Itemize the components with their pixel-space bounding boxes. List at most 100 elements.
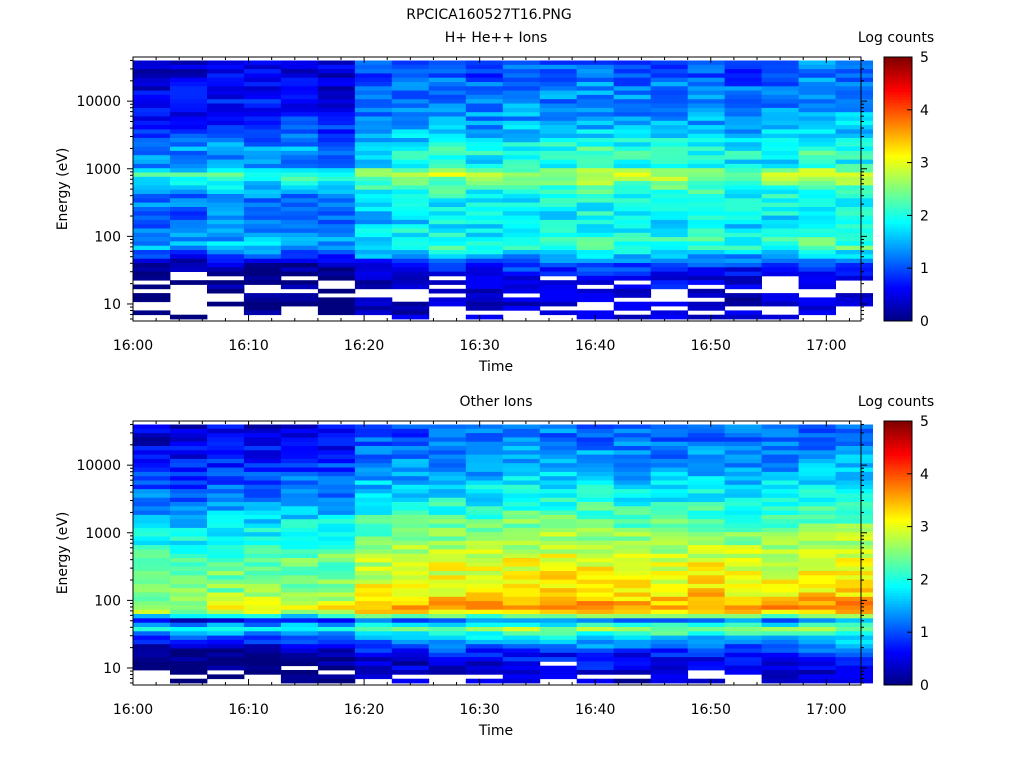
heatmap-cell — [687, 558, 726, 563]
colorbar-swatch — [884, 450, 912, 454]
heatmap-cell — [798, 510, 836, 516]
heatmap-cell — [280, 60, 319, 66]
heatmap-cell — [502, 536, 541, 542]
heatmap-cell — [354, 657, 393, 662]
heatmap-cell — [391, 609, 430, 615]
heatmap-cell — [133, 506, 171, 511]
heatmap-cell — [798, 310, 836, 316]
heatmap-cell — [502, 228, 541, 234]
heatmap-cell — [835, 463, 873, 468]
heatmap-cell — [835, 224, 873, 229]
heatmap-cell — [133, 579, 171, 585]
heatmap-cell — [761, 224, 799, 229]
heatmap-cell — [539, 181, 578, 186]
heatmap-cell — [687, 241, 726, 247]
heatmap-cell — [207, 467, 245, 473]
heatmap-cell — [502, 60, 541, 66]
heatmap-cell — [465, 471, 504, 477]
heatmap-cell — [761, 549, 799, 555]
heatmap-cell — [280, 215, 319, 221]
heatmap-cell — [465, 120, 504, 126]
heatmap-cell — [650, 471, 689, 477]
heatmap-cell — [502, 112, 541, 117]
heatmap-cell — [724, 467, 762, 473]
colorbar-swatch — [884, 299, 912, 304]
colorbar-swatch — [884, 669, 912, 673]
heatmap-cell — [576, 523, 615, 529]
heatmap-cell — [761, 99, 799, 104]
heatmap-cell — [539, 635, 578, 641]
heatmap-cell — [798, 250, 836, 255]
heatmap-cell — [502, 519, 541, 524]
heatmap-cell — [576, 82, 615, 87]
heatmap-cell — [207, 181, 245, 186]
heatmap-cell — [170, 670, 208, 675]
heatmap-cell — [798, 237, 836, 242]
heatmap-cell — [354, 450, 393, 455]
heatmap-cell — [613, 241, 652, 247]
heatmap-cell — [170, 601, 208, 606]
heatmap-cell — [502, 433, 541, 438]
heatmap-cell — [207, 146, 245, 152]
heatmap-cell — [798, 489, 836, 494]
heatmap-cell — [280, 163, 319, 169]
heatmap-cell — [724, 652, 762, 658]
heatmap-cell — [428, 172, 467, 178]
heatmap-cell — [280, 284, 319, 290]
heatmap-cell — [835, 493, 873, 499]
heatmap-cell — [170, 596, 208, 602]
heatmap-cell — [687, 566, 726, 572]
heatmap-cell — [650, 665, 689, 671]
heatmap-cell — [539, 293, 578, 298]
heatmap-cell — [687, 250, 726, 255]
heatmap-cell — [133, 631, 171, 636]
heatmap-cell — [317, 215, 356, 221]
heatmap-cell — [133, 433, 171, 438]
colorbar-swatch — [884, 202, 912, 206]
heatmap-cell — [428, 592, 467, 598]
heatmap-cell — [465, 678, 504, 684]
colorbar-swatch — [884, 508, 912, 512]
colorbar-swatch — [884, 59, 912, 63]
heatmap-cell — [650, 237, 689, 242]
colorbar-swatch — [884, 658, 912, 662]
heatmap-cell — [207, 112, 245, 117]
heatmap-cell — [391, 489, 430, 494]
heatmap-cell — [243, 437, 282, 443]
heatmap-cell — [243, 293, 282, 298]
colorbar-swatch — [884, 534, 912, 538]
colorbar-swatch — [884, 526, 912, 530]
heatmap-cell — [354, 155, 393, 160]
heatmap-cell — [724, 566, 762, 572]
heatmap-cell — [724, 523, 762, 529]
heatmap-cell — [539, 588, 578, 593]
heatmap-cell — [798, 467, 836, 473]
heatmap-cell — [428, 463, 467, 468]
heatmap-cell — [428, 99, 467, 104]
heatmap-cell — [207, 674, 245, 680]
colorbar-swatch — [884, 550, 912, 554]
heatmap-cell — [576, 245, 615, 251]
heatmap-cell — [170, 446, 208, 451]
heatmap-cell — [539, 263, 578, 268]
heatmap-cell — [207, 450, 245, 455]
heatmap-cell — [761, 657, 799, 662]
colorbar-swatch — [884, 500, 912, 504]
heatmap-cell — [650, 575, 689, 580]
heatmap-cell — [428, 146, 467, 152]
heatmap-cell — [317, 163, 356, 169]
heatmap-cell — [243, 271, 282, 277]
heatmap-cell — [576, 480, 615, 486]
heatmap-cell — [280, 579, 319, 585]
heatmap-cell — [650, 94, 689, 100]
heatmap-cell — [724, 176, 762, 182]
heatmap-cell — [835, 631, 873, 636]
heatmap-cell — [724, 441, 762, 447]
colorbar-swatch — [884, 93, 912, 98]
colorbar-swatch — [884, 584, 912, 588]
heatmap-cell — [539, 94, 578, 100]
heatmap-cell — [613, 288, 652, 294]
heatmap-cell — [465, 446, 504, 451]
heatmap-cell — [761, 519, 799, 524]
heatmap-cell — [428, 502, 467, 507]
